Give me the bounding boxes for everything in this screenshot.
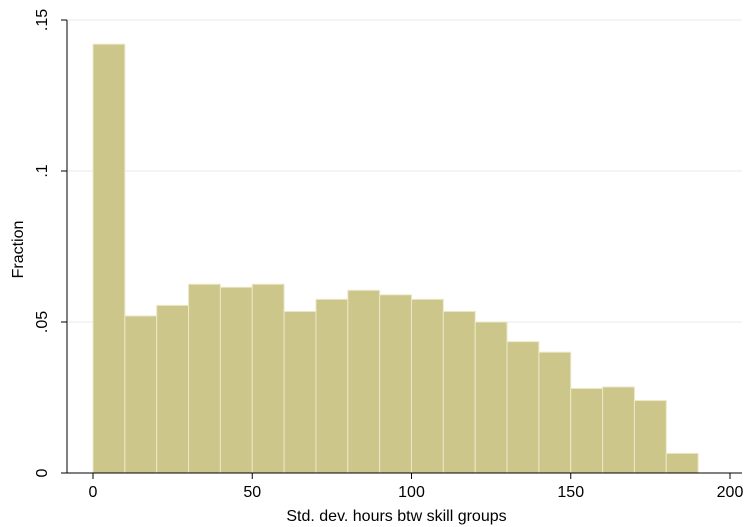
x-tick-label: 0: [89, 484, 98, 501]
x-tick-label: 50: [243, 484, 261, 501]
x-tick-label: 100: [398, 484, 425, 501]
y-tick-label: 0: [34, 468, 51, 477]
histogram-bars: [92, 43, 699, 474]
histogram-bar: [506, 341, 540, 474]
y-tick-label: .15: [34, 9, 51, 31]
histogram-bar: [379, 294, 412, 474]
histogram-bar: [251, 283, 285, 474]
histogram-bar: [347, 289, 381, 474]
histogram-bar: [156, 304, 190, 474]
histogram-bar: [411, 298, 444, 474]
histogram-bar: [570, 387, 604, 474]
histogram-bar: [665, 452, 699, 474]
histogram-bar: [219, 286, 253, 474]
y-tick-label: .1: [34, 164, 51, 177]
histogram-bar: [92, 43, 126, 474]
histogram-bar: [283, 310, 317, 474]
histogram-bar: [633, 400, 667, 474]
histogram-bar: [442, 310, 476, 474]
y-axis-title: Fraction: [10, 221, 27, 279]
histogram-bar: [538, 351, 572, 474]
histogram-bar: [188, 283, 221, 474]
y-tick-label: .05: [34, 311, 51, 333]
histogram-bar: [315, 298, 349, 474]
histogram-bar: [474, 321, 508, 474]
x-axis-title: Std. dev. hours btw skill groups: [286, 508, 506, 525]
histogram-bar: [124, 315, 158, 474]
axes: [66, 20, 742, 474]
x-tick-label: 150: [557, 484, 584, 501]
histogram-bar: [602, 386, 635, 474]
axis-ticks: 0 50 100 150 200 0 .05 .1 .15: [34, 9, 743, 501]
x-tick-label: 200: [717, 484, 744, 501]
